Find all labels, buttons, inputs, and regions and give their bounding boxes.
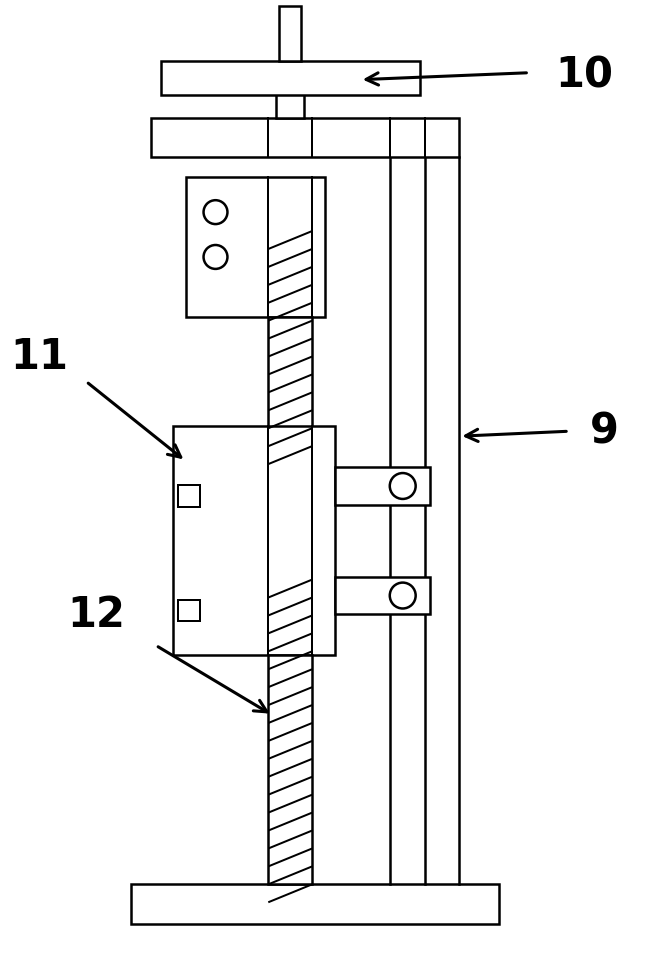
Bar	[178, 599, 199, 621]
Bar	[279, 6, 301, 61]
Text: 12: 12	[67, 594, 125, 636]
Text: 9: 9	[589, 410, 618, 452]
Bar	[335, 577, 429, 615]
Bar	[268, 317, 312, 446]
Bar	[268, 655, 312, 885]
Bar	[172, 426, 335, 655]
Bar	[186, 178, 325, 317]
Bar	[276, 78, 304, 117]
Bar	[161, 61, 419, 94]
Bar	[335, 467, 429, 505]
Bar	[131, 885, 499, 924]
Text: 11: 11	[10, 336, 68, 378]
Bar	[178, 485, 199, 507]
Text: 10: 10	[555, 54, 613, 97]
Bar	[151, 117, 460, 157]
